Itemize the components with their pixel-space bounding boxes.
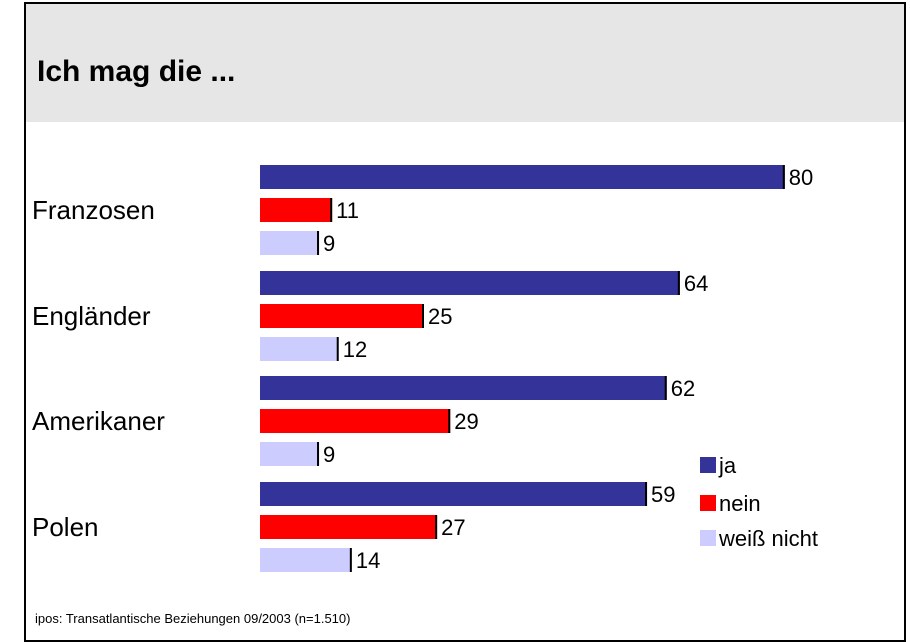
legend-swatch: [700, 495, 716, 511]
bar-edge: [349, 548, 352, 572]
bar-edge: [317, 231, 320, 255]
bar-edge: [448, 409, 451, 433]
bar-nein: [260, 198, 333, 222]
category-label: Engländer: [32, 301, 151, 331]
data-label: 62: [671, 376, 695, 401]
legend-label: weiß nicht: [718, 526, 818, 551]
bar-nein: [260, 304, 424, 328]
data-label: 59: [651, 482, 675, 507]
bar-ja: [260, 165, 785, 189]
bar-edge: [422, 304, 424, 328]
bar-weiss-nicht: [260, 442, 320, 466]
title-band: [26, 4, 904, 122]
bar-ja: [260, 271, 680, 295]
data-label: 12: [343, 337, 367, 362]
bar-edge: [677, 271, 680, 295]
category-label: Polen: [32, 512, 99, 542]
data-label: 64: [684, 271, 708, 296]
legend-swatch: [700, 530, 716, 546]
bar-edge: [435, 515, 438, 539]
data-label: 14: [356, 548, 380, 573]
bar-edge: [336, 337, 339, 361]
chart-title: Ich mag die ...: [37, 55, 236, 88]
data-label: 9: [323, 231, 335, 256]
category-label: Franzosen: [32, 195, 155, 225]
category-label: Amerikaner: [32, 406, 165, 436]
data-label: 9: [323, 442, 335, 467]
data-label: 29: [454, 409, 478, 434]
bar-nein: [260, 515, 438, 539]
legend-label: nein: [719, 491, 761, 516]
data-label: 25: [428, 304, 452, 329]
bar-edge: [782, 165, 785, 189]
source-note: ipos: Transatlantische Beziehungen 09/20…: [35, 611, 351, 626]
data-label: 11: [336, 198, 359, 223]
bar-weiss-nicht: [260, 337, 339, 361]
bar-nein: [260, 409, 451, 433]
data-label: 27: [441, 515, 465, 540]
data-label: 80: [789, 165, 813, 190]
bar-weiss-nicht: [260, 548, 352, 572]
legend-label: ja: [718, 453, 737, 478]
bar-edge: [317, 442, 320, 466]
bar-edge: [664, 376, 667, 400]
bar-ja: [260, 482, 648, 506]
bar-edge: [645, 482, 648, 506]
legend-swatch: [700, 457, 716, 473]
bar-weiss-nicht: [260, 231, 320, 255]
bar-ja: [260, 376, 667, 400]
bar-edge: [330, 198, 333, 222]
